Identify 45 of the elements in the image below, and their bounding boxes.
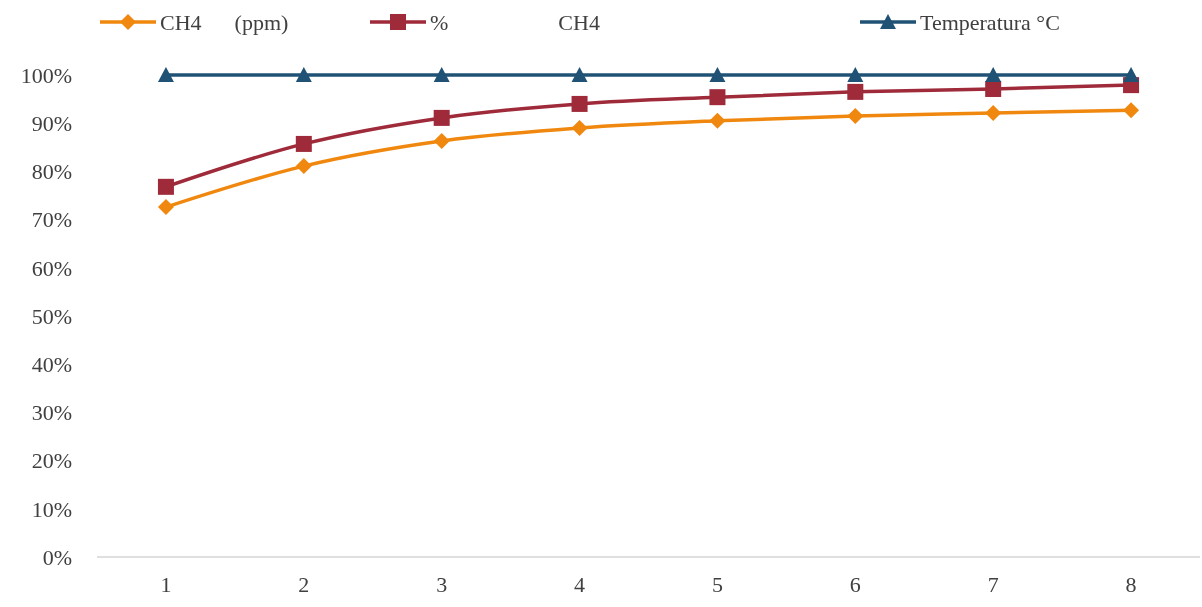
point xyxy=(985,105,1002,122)
point xyxy=(295,158,312,175)
point xyxy=(295,67,312,82)
point xyxy=(847,67,864,82)
point xyxy=(295,135,312,152)
point xyxy=(571,95,588,112)
y-tick-label: 60% xyxy=(31,255,72,281)
y-tick-label: 50% xyxy=(31,303,72,329)
point xyxy=(571,120,588,137)
y-tick-label: 20% xyxy=(31,448,72,474)
y-tick-label: 10% xyxy=(31,496,72,522)
point xyxy=(1123,102,1140,119)
point xyxy=(709,67,726,82)
y-tick-label: 100% xyxy=(20,62,72,88)
point xyxy=(1123,67,1140,82)
x-tick-label: 4 xyxy=(574,572,586,597)
point xyxy=(571,67,588,82)
x-tick-label: 8 xyxy=(1125,572,1137,597)
y-tick-label: 70% xyxy=(31,207,72,233)
y-tick-label: 0% xyxy=(42,544,72,570)
point xyxy=(709,89,726,106)
x-tick-label: 6 xyxy=(849,572,861,597)
point xyxy=(847,107,864,124)
point xyxy=(433,133,450,150)
point xyxy=(157,199,174,216)
legend-label: % CH4 xyxy=(430,9,600,35)
point xyxy=(985,80,1002,97)
point xyxy=(433,109,450,126)
x-tick-label: 2 xyxy=(298,572,310,597)
y-tick-label: 30% xyxy=(31,400,72,426)
legend-label: CH4 (ppm) xyxy=(160,9,289,35)
x-tick-label: 5 xyxy=(711,572,723,597)
y-tick-label: 80% xyxy=(31,159,72,185)
y-tick-label: 90% xyxy=(31,110,72,136)
x-tick-label: 1 xyxy=(160,572,172,597)
y-tick-label: 40% xyxy=(31,351,72,377)
point xyxy=(157,67,174,82)
point xyxy=(985,67,1002,82)
legend-label: Temperatura °C xyxy=(920,9,1060,35)
point xyxy=(433,67,450,82)
x-tick-label: 3 xyxy=(436,572,448,597)
point xyxy=(157,178,174,195)
point xyxy=(847,83,864,100)
point xyxy=(709,112,726,129)
x-tick-label: 7 xyxy=(987,572,999,597)
